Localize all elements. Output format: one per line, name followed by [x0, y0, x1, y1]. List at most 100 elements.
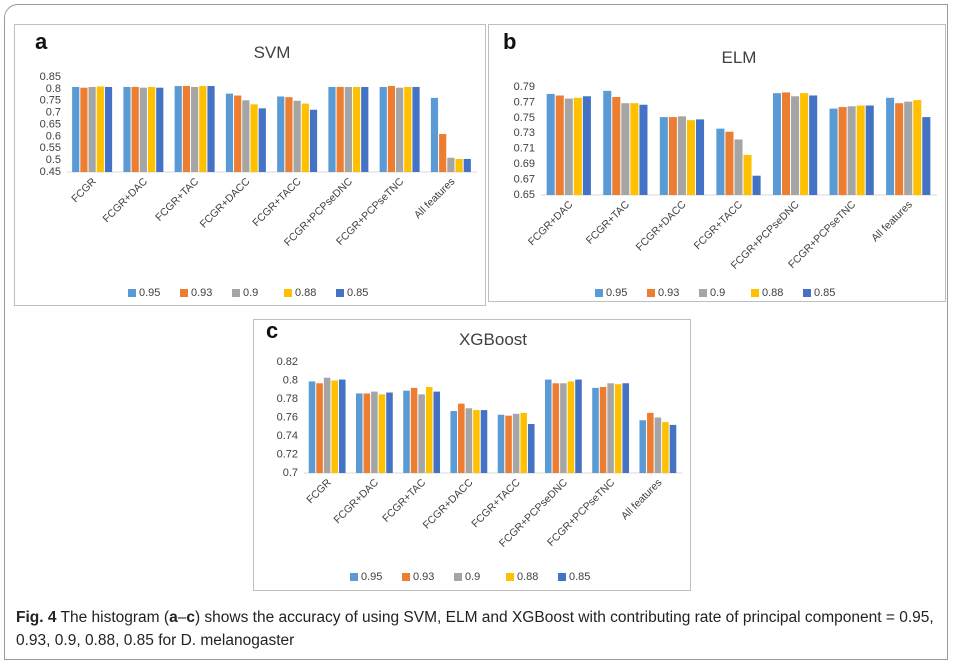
bar: [922, 117, 931, 195]
bar: [104, 86, 113, 172]
legend-label: 0.88: [762, 287, 783, 299]
panel: c XGBoost 0.7 0.72 0.74 0.76 0.78 0.8 0.82 FCGR FC…: [253, 318, 691, 591]
bar: [410, 387, 418, 473]
legend-label: 0.95: [139, 287, 160, 299]
bar: [612, 97, 621, 195]
bar: [250, 104, 258, 172]
bar: [734, 139, 743, 195]
bar: [512, 413, 520, 473]
legend-label: 0.88: [517, 571, 538, 583]
bar: [856, 105, 865, 195]
bar: [191, 86, 199, 172]
bar: [139, 87, 147, 172]
bar: [607, 383, 614, 473]
bar: [463, 158, 471, 172]
y-tick-label: 0.75: [40, 95, 61, 107]
bar: [505, 415, 512, 473]
y-tick-label: 0.55: [40, 142, 61, 154]
bar: [552, 383, 560, 473]
x-tick-label: FCGR+DACC: [634, 198, 689, 253]
bar: [225, 93, 234, 172]
x-tick-label: FCGR: [304, 476, 334, 506]
y-tick-label: 0.45: [40, 166, 61, 178]
y-tick-label: 0.79: [514, 81, 535, 93]
caption-text: ) shows the accuracy of using SVM, ELM a…: [16, 609, 934, 649]
panel-label: a: [35, 29, 48, 54]
y-tick-label: 0.7: [283, 467, 298, 479]
bar: [668, 117, 677, 195]
y-tick-label: 0.85: [40, 71, 61, 83]
bar: [743, 154, 752, 195]
y-tick-label: 0.71: [514, 143, 535, 155]
y-tick-label: 0.78: [277, 393, 298, 405]
bar: [207, 86, 215, 172]
bar: [285, 97, 293, 172]
bar: [242, 100, 250, 172]
bar: [439, 134, 447, 172]
bar: [497, 414, 505, 473]
y-tick-label: 0.6: [46, 130, 61, 142]
bar: [621, 103, 630, 195]
bar: [344, 86, 352, 172]
bar: [363, 393, 371, 473]
bar: [614, 384, 622, 473]
x-tick-label: All features: [869, 199, 915, 245]
x-tick-label: FCGR+DAC: [331, 476, 381, 526]
bar: [387, 86, 396, 172]
bar: [686, 120, 696, 195]
legend-swatch: [595, 289, 603, 297]
legend-label: 0.9: [710, 287, 725, 299]
y-tick-label: 0.82: [277, 356, 298, 368]
legend-swatch: [336, 289, 344, 297]
bar: [309, 109, 318, 172]
bar: [639, 420, 647, 473]
bar: [80, 87, 88, 172]
y-tick-label: 0.75: [514, 112, 535, 124]
bar: [386, 392, 393, 473]
legend-label: 0.88: [295, 287, 316, 299]
bar: [455, 158, 463, 172]
x-tick-label: FCGR+TAC: [153, 175, 201, 223]
caption: Fig. 4 The histogram (a–c) shows the acc…: [16, 606, 946, 652]
caption-text: a: [169, 609, 178, 626]
bar: [308, 381, 316, 473]
bar: [592, 387, 599, 473]
chart: c XGBoost0.70.720.740.760.780.80.82FCGRFC…: [266, 318, 682, 583]
caption-text: c: [186, 609, 195, 626]
legend-label: 0.85: [569, 571, 590, 583]
bar: [336, 86, 344, 172]
bar: [147, 86, 156, 172]
bar: [433, 391, 441, 473]
bar: [182, 86, 191, 172]
bar: [352, 86, 361, 172]
chart-title: ELM: [722, 48, 757, 67]
bar: [430, 97, 439, 172]
bar: [647, 412, 654, 473]
y-tick-label: 0.67: [514, 173, 535, 185]
legend-swatch: [402, 573, 410, 581]
panel: b ELM 0.65 0.67 0.69 0.71 0.73 0.75 0.77 0.79 FCGR…: [488, 24, 946, 302]
bar: [725, 131, 734, 195]
bar: [560, 383, 567, 473]
bar: [331, 380, 338, 473]
legend-label: 0.85: [347, 287, 368, 299]
x-tick-label: FCGR+DAC: [526, 198, 576, 248]
bar: [199, 86, 207, 172]
bar: [412, 86, 420, 172]
bar: [156, 87, 164, 172]
panel-label: b: [503, 29, 516, 54]
bar: [447, 157, 455, 172]
bar: [847, 106, 856, 195]
legend-swatch: [699, 289, 707, 297]
legend-swatch: [803, 289, 811, 297]
bar: [316, 383, 323, 473]
bar: [277, 96, 285, 172]
bar: [328, 86, 336, 172]
bar: [886, 97, 895, 195]
legend-swatch: [558, 573, 566, 581]
bar: [404, 86, 412, 172]
bar: [371, 391, 378, 473]
bar: [696, 119, 705, 195]
chart-title: SVM: [254, 43, 291, 62]
